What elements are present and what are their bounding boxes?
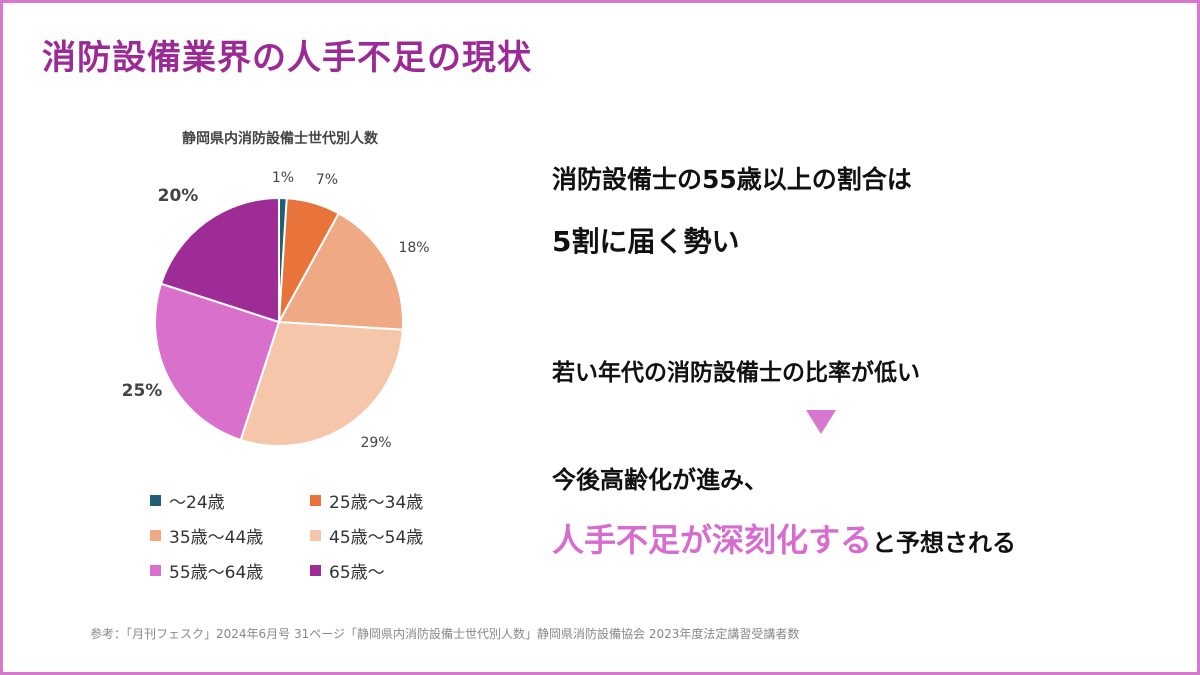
- pie-slice-label: 20%: [158, 186, 199, 206]
- source-note: 参考：「月刊フェスク」2024年6月号 31ページ「静岡県内消防設備士世代別人数…: [90, 627, 800, 641]
- legend-item: 55歳〜64歳: [150, 558, 263, 583]
- legend-item: 65歳〜: [310, 558, 385, 583]
- message-shortage: 人手不足が深刻化すると予想される: [552, 515, 1016, 561]
- pie-slice-label: 29%: [360, 435, 391, 451]
- legend-label: 55歳〜64歳: [169, 563, 264, 583]
- legend-label: 45歳〜54歳: [329, 528, 424, 548]
- message-shortage-rest: と予想される: [872, 529, 1017, 557]
- legend-swatch: [150, 495, 161, 506]
- message-aging: 今後高齢化が進み、: [552, 466, 768, 494]
- legend-item: 〜24歳: [150, 488, 225, 513]
- legend-item: 35歳〜44歳: [150, 523, 263, 548]
- pie-slice-label: 7%: [316, 172, 338, 188]
- legend-label: 〜24歳: [169, 493, 225, 513]
- down-arrow-icon: [806, 410, 836, 434]
- pie-slice-label: 25%: [122, 381, 163, 401]
- message-shortage-accent: 人手不足が深刻化する: [552, 521, 873, 559]
- message-young-low: 若い年代の消防設備士の比率が低い: [552, 360, 920, 386]
- page-title: 消防設備業界の人手不足の現状: [42, 38, 532, 78]
- pie-slice: [159, 196, 280, 324]
- chart-title: 静岡県内消防設備士世代別人数: [182, 131, 378, 147]
- legend-swatch: [310, 565, 321, 576]
- legend-item: 45歳〜54歳: [310, 523, 423, 548]
- legend-item: 25歳〜34歳: [310, 488, 423, 513]
- legend-swatch: [310, 495, 321, 506]
- pie-slice: [239, 320, 404, 447]
- legend-swatch: [150, 530, 161, 541]
- legend-swatch: [310, 530, 321, 541]
- legend-label: 25歳〜34歳: [329, 493, 424, 513]
- pie-slice-label: 1%: [272, 170, 294, 186]
- pie-slice: [277, 211, 404, 331]
- message-ratio: 消防設備士の55歳以上の割合は: [552, 165, 912, 194]
- pie-slice-label: 18%: [398, 240, 429, 256]
- legend-swatch: [150, 565, 161, 576]
- message-half: 5割に届く勢い: [552, 225, 740, 258]
- pie-slice: [154, 282, 281, 442]
- legend-label: 35歳〜44歳: [169, 528, 264, 548]
- legend-label: 65歳〜: [329, 563, 385, 583]
